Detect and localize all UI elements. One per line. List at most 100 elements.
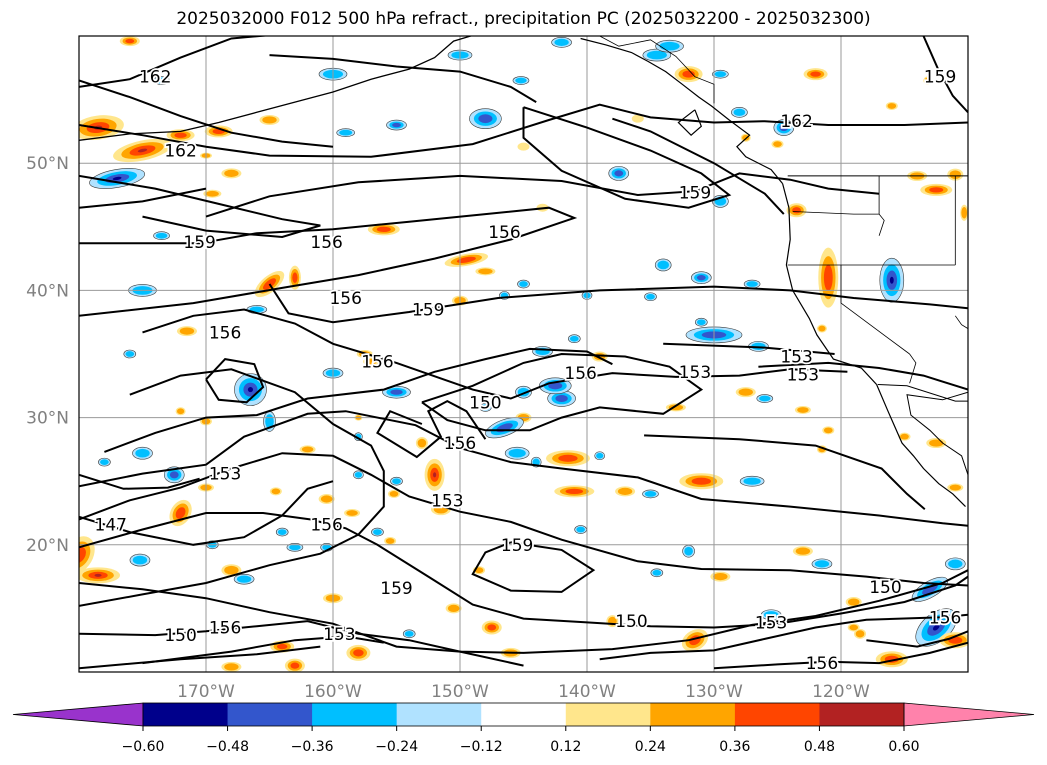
precip-level-1 xyxy=(795,547,811,555)
precip-level-1 xyxy=(961,207,968,219)
precip-level-0 xyxy=(517,142,530,151)
refractivity-contour-33 xyxy=(269,54,537,103)
precip-level-1 xyxy=(262,116,277,124)
precip-cell-152 xyxy=(816,324,827,333)
refractivity-contour-20 xyxy=(713,641,968,670)
precip-level-1 xyxy=(155,232,168,239)
precip-cell-80 xyxy=(642,489,659,499)
contour-label-12: 150 xyxy=(469,393,501,413)
precip-level-2 xyxy=(810,71,821,77)
refractivity-contour-18 xyxy=(79,645,321,670)
precip-level-1 xyxy=(236,575,252,583)
precip-level-1 xyxy=(855,630,865,638)
contour-label-11: 156 xyxy=(361,353,393,373)
precip-level-2 xyxy=(682,70,695,78)
contour-label-0: 162 xyxy=(139,68,171,88)
precip-level-1 xyxy=(887,103,897,109)
colorbar-tick-label-6: 0.24 xyxy=(635,739,666,755)
refractivity-contour-4 xyxy=(79,103,968,158)
precip-level-1 xyxy=(814,560,830,568)
precip-cell-103 xyxy=(275,527,289,537)
refractivity-contour-31 xyxy=(866,630,968,648)
precip-level-1 xyxy=(652,569,662,576)
colorbar-tick-label-9: 0.60 xyxy=(888,739,919,755)
colorbar-tick-label-8: 0.48 xyxy=(804,739,835,755)
colorbar-swatch-0 xyxy=(143,703,229,726)
precip-cell-75 xyxy=(384,536,397,545)
refractivity-contour-23 xyxy=(644,434,926,510)
colorbar-swatch-2 xyxy=(312,703,398,726)
colorbar-swatch-3 xyxy=(396,703,482,726)
refractivity-contour-15 xyxy=(79,569,968,654)
precip-cell-86 xyxy=(756,394,774,403)
precip-level-1 xyxy=(657,260,669,270)
lat-tick-label-0: 20°N xyxy=(26,536,69,556)
precip-level-2 xyxy=(823,264,833,291)
precip-level-2 xyxy=(478,114,493,124)
contour-label-30: 156 xyxy=(806,654,838,674)
precip-cell-6 xyxy=(153,231,170,241)
contour-label-5: 159 xyxy=(183,233,215,253)
refractivity-contour-7 xyxy=(922,36,968,113)
precip-level-1 xyxy=(79,541,91,569)
lat-tick-label-2: 40°N xyxy=(26,281,69,301)
contour-label-31: 156 xyxy=(929,608,961,628)
precip-cell-82 xyxy=(739,475,765,487)
precip-level-1 xyxy=(385,538,395,544)
refractivity-contour-14 xyxy=(79,512,968,629)
contour-label-2: 162 xyxy=(780,112,812,132)
precip-cell-128 xyxy=(811,558,833,570)
precip-level-2 xyxy=(169,471,179,479)
coastline-aleutians-alaska xyxy=(79,36,473,141)
precip-level-1 xyxy=(365,358,377,365)
precip-cell-2 xyxy=(89,168,146,189)
precip-level-1 xyxy=(205,190,219,197)
precip-level-2 xyxy=(276,643,288,650)
precip-cell-139 xyxy=(517,279,530,289)
colorbar-tick-label-7: 0.36 xyxy=(719,739,750,755)
precip-cell-91 xyxy=(898,432,911,441)
colorbar-swatch-8 xyxy=(819,703,905,726)
precip-level-2 xyxy=(792,207,801,214)
precip-cell-76 xyxy=(371,527,384,537)
precip-cell-110 xyxy=(353,470,364,480)
precip-level-2 xyxy=(548,382,563,390)
precip-cell-36 xyxy=(743,279,761,289)
precip-level-3 xyxy=(889,276,894,284)
contour-label-15: 153 xyxy=(780,348,812,368)
precip-cell-27 xyxy=(731,107,748,118)
coastline-haida-gwaii xyxy=(677,109,703,137)
precip-cell-9 xyxy=(153,76,170,85)
precip-level-1 xyxy=(224,663,239,671)
precip-cell-130 xyxy=(681,629,709,652)
colorbar-tick-label-1: −0.48 xyxy=(206,739,249,755)
precip-cell-135 xyxy=(944,557,966,571)
precip-level-1 xyxy=(392,478,401,485)
border-arizona-california xyxy=(909,353,917,384)
contour-label-8: 156 xyxy=(329,289,361,309)
colorbar-swatch-7 xyxy=(734,703,820,726)
precip-cell-43 xyxy=(803,68,828,81)
precip-cell-49 xyxy=(176,326,197,337)
refractivity-contour-17 xyxy=(142,635,384,665)
refractivity-contour-12 xyxy=(79,410,968,527)
precip-level-1 xyxy=(646,293,655,300)
precip-cell-113 xyxy=(402,629,416,639)
colorbar-extend-high xyxy=(903,702,1035,727)
precip-cell-102 xyxy=(79,567,121,584)
border-four-corners xyxy=(954,315,968,329)
contour-label-18: 153 xyxy=(209,465,241,485)
precip-level-1 xyxy=(900,433,909,440)
precip-level-1 xyxy=(659,41,680,51)
precip-level-1 xyxy=(289,544,301,551)
precip-cell-65 xyxy=(545,450,590,467)
precip-cell-124 xyxy=(650,568,664,578)
refractivity-contour-3 xyxy=(79,36,272,88)
precip-cell-136 xyxy=(875,651,908,668)
precip-cell-32 xyxy=(712,69,729,79)
precip-level-3 xyxy=(247,387,254,393)
precip-level-1 xyxy=(797,407,809,413)
border-alaska-bc xyxy=(599,36,715,104)
precip-level-2 xyxy=(290,662,300,669)
